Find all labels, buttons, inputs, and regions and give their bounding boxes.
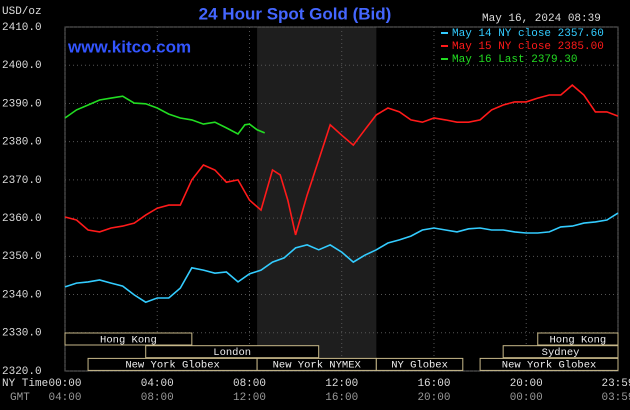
- session-label: Hong Kong: [550, 334, 607, 346]
- y-tick-label: 2340.0: [2, 289, 42, 301]
- session-label: New York NYMEX: [273, 360, 362, 372]
- session-bar: [64, 332, 193, 346]
- watermark: www.kitco.com: [67, 37, 191, 56]
- x-tick-label: 23:59: [601, 378, 630, 390]
- x-tick-label: 20:00: [510, 378, 543, 390]
- y-tick-label: 2370.0: [2, 175, 42, 187]
- timestamp: May 16, 2024 08:39: [482, 13, 601, 25]
- x2-tick-label: 16:00: [325, 392, 358, 404]
- x2-axis-label: GMT: [10, 392, 30, 404]
- series-line: [64, 95, 266, 136]
- x2-tick-label: 20:00: [417, 392, 450, 404]
- y-tick-label: 2390.0: [2, 98, 42, 110]
- x-axis-label: NY Time: [2, 378, 48, 390]
- session-label: New York Globex: [125, 360, 220, 372]
- session-label: Hong Kong: [100, 334, 157, 346]
- legend-label: May 14 NY close 2357.60: [452, 28, 604, 40]
- x2-tick-label: 08:00: [141, 392, 174, 404]
- x-tick-label: 12:00: [325, 378, 358, 390]
- x-tick-label: 08:00: [233, 378, 266, 390]
- highlight-region: [257, 27, 377, 371]
- y-tick-label: 2330.0: [2, 328, 42, 340]
- session-label: Sydney: [542, 347, 580, 359]
- session-bar: [479, 357, 619, 371]
- chart-title: 24 Hour Spot Gold (Bid): [199, 4, 392, 23]
- session-label: NY Globex: [391, 360, 448, 372]
- x2-tick-label: 03:59: [601, 392, 630, 404]
- x-tick-label: 04:00: [141, 378, 174, 390]
- x-tick-label: 16:00: [417, 378, 450, 390]
- legend-label: May 15 NY close 2385.00: [452, 41, 604, 53]
- x2-tick-label: 04:00: [48, 392, 81, 404]
- y-axis-label: USD/oz: [2, 6, 42, 18]
- y-tick-label: 2320.0: [2, 366, 42, 378]
- series-line: [64, 212, 619, 304]
- series-line: [64, 84, 619, 236]
- y-tick-label: 2380.0: [2, 137, 42, 149]
- legend-label: May 16 Last 2379.30: [452, 54, 577, 66]
- x-tick-label: 00:00: [48, 378, 81, 390]
- y-tick-label: 2410.0: [2, 22, 42, 34]
- y-tick-label: 2350.0: [2, 251, 42, 263]
- x2-tick-label: 00:00: [510, 392, 543, 404]
- y-tick-label: 2360.0: [2, 213, 42, 225]
- session-bar: [145, 345, 320, 359]
- session-bar: [502, 345, 619, 359]
- session-label: New York Globex: [502, 360, 597, 372]
- x2-tick-label: 12:00: [233, 392, 266, 404]
- session-bar: [537, 332, 619, 346]
- session-label: London: [213, 347, 251, 359]
- session-bar: [375, 357, 464, 371]
- y-tick-label: 2400.0: [2, 60, 42, 72]
